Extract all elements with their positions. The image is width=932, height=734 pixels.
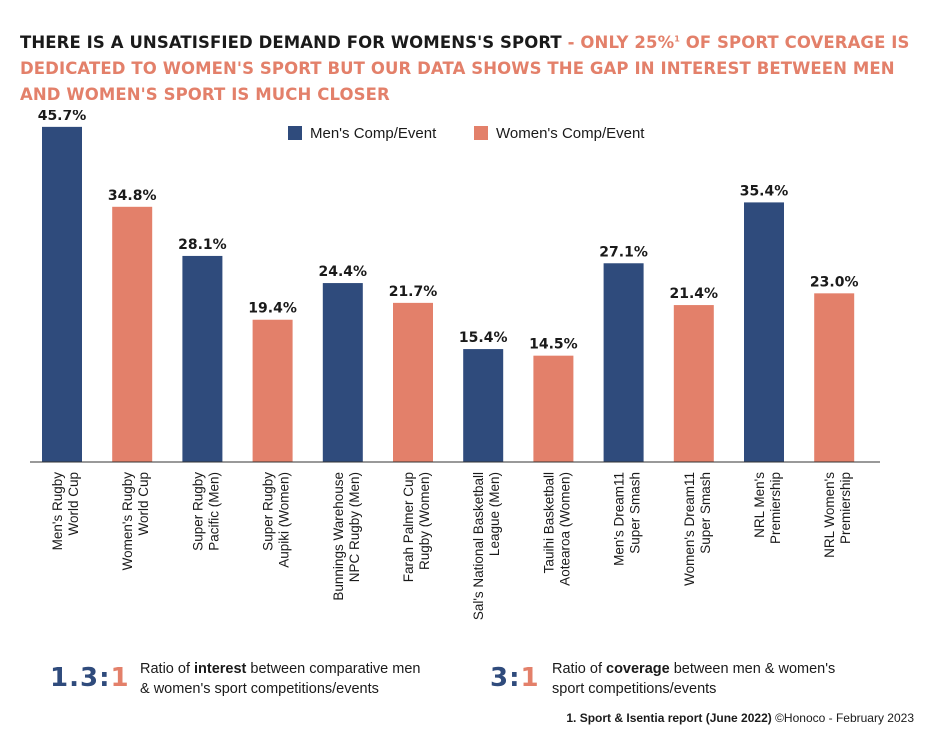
interest-text-line2: & women's sport competitions/events — [140, 681, 379, 697]
coverage-ratio-figure: 3:1 — [490, 663, 540, 693]
category-label: Farah Palmer CupRugby (Women) — [401, 472, 432, 582]
bar — [744, 202, 784, 462]
legend-swatch-men — [288, 126, 302, 140]
coverage-text-after: between men & women's — [669, 661, 836, 677]
bar-chart: Men's Comp/Event Women's Comp/Event 45.7%… — [30, 110, 880, 620]
title-highlight-rest: OF SPORT COVERAGE IS DEDICATED TO WOMEN'… — [20, 33, 910, 104]
category-label-line: World Cup — [136, 472, 151, 536]
category-label-line: Super Rugby — [261, 472, 276, 551]
bar — [182, 255, 223, 462]
category-label-line: Men's Rugby — [50, 472, 65, 551]
category-label-line: Pacific (Men) — [206, 472, 221, 551]
value-label: 21.4% — [670, 286, 719, 302]
bar — [393, 302, 433, 462]
category-label-line: Sal's National Basketball — [471, 472, 486, 620]
category-label-line: Women's Dream11 — [682, 472, 697, 586]
legend-label-women: Women's Comp/Event — [496, 125, 645, 142]
category-label-line: Women's Rugby — [120, 472, 135, 571]
value-label: 27.1% — [599, 244, 648, 260]
interest-text-before: Ratio of — [140, 661, 194, 677]
interest-text-after: between comparative men — [246, 661, 421, 677]
interest-ratio-separator: : — [99, 663, 111, 693]
category-label: NRL Women'sPremiership — [822, 472, 853, 558]
value-label: 19.4% — [248, 301, 297, 317]
category-label-line: Super Smash — [698, 472, 713, 554]
title-footnote-marker: 1 — [674, 34, 680, 44]
legend: Men's Comp/Event Women's Comp/Event — [288, 125, 645, 142]
bars — [42, 126, 855, 462]
title-highlight: - ONLY 25%1 OF SPORT COVERAGE IS DEDICAT… — [20, 33, 910, 104]
category-label: Sal's National BasketballLeague (Men) — [471, 472, 502, 620]
value-label: 23.0% — [810, 274, 859, 290]
category-label: Women's Dream11Super Smash — [682, 472, 713, 586]
category-label: Men's RugbyWorld Cup — [50, 472, 81, 551]
title-highlight-start: - ONLY 25% — [561, 33, 675, 52]
value-label: 45.7% — [38, 110, 87, 124]
category-label-line: NPC Rugby (Men) — [347, 472, 362, 582]
coverage-ratio-description: Ratio of coverage between men & women's s… — [552, 659, 835, 699]
bar — [252, 319, 293, 462]
category-label-line: League (Men) — [487, 472, 502, 556]
category-label: Women's RugbyWorld Cup — [120, 472, 151, 571]
category-label: Men's Dream11Super Smash — [612, 472, 643, 566]
category-label: Tauihi BasketballAotearoa (Women) — [541, 472, 572, 586]
value-label: 28.1% — [178, 237, 227, 253]
coverage-text-before: Ratio of — [552, 661, 606, 677]
category-label-line: Super Smash — [628, 472, 643, 554]
category-label-line: Aupiki (Women) — [277, 472, 292, 568]
coverage-ratio-separator: : — [509, 663, 521, 693]
category-label-line: World Cup — [66, 472, 81, 536]
value-label: 34.8% — [108, 188, 157, 204]
category-label-line: Men's Dream11 — [612, 472, 627, 566]
category-label-line: Rugby (Women) — [417, 472, 432, 570]
coverage-ratio-right: 1 — [520, 663, 540, 693]
legend-swatch-women — [474, 126, 488, 140]
value-label: 24.4% — [319, 264, 368, 280]
category-label-line: Bunnings Warehouse — [331, 472, 346, 601]
interest-ratio-right: 1 — [110, 663, 130, 693]
interest-ratio-figure: 1.3:1 — [50, 663, 130, 693]
category-label-line: Premiership — [838, 472, 853, 544]
category-label-line: Super Rugby — [190, 472, 205, 551]
coverage-ratio-left: 3 — [490, 663, 510, 693]
category-label: Super RugbyPacific (Men) — [190, 472, 221, 551]
footnote-source: 1. Sport & Isentia report (June 2022) — [566, 711, 772, 725]
category-label-line: NRL Men's — [752, 472, 767, 538]
category-labels: Men's RugbyWorld Cup Women's RugbyWorld C… — [50, 472, 853, 620]
bar — [42, 126, 82, 462]
interest-text-bold: interest — [194, 661, 247, 677]
category-label-line: Aotearoa (Women) — [557, 472, 572, 586]
bar — [603, 263, 644, 462]
category-label-line: Farah Palmer Cup — [401, 472, 416, 582]
value-label: 21.7% — [389, 284, 438, 300]
bar — [814, 293, 855, 462]
category-label-line: NRL Women's — [822, 472, 837, 558]
category-label: Super RugbyAupiki (Women) — [261, 472, 292, 568]
category-label: Bunnings WarehouseNPC Rugby (Men) — [331, 472, 362, 601]
category-label-line: Tauihi Basketball — [541, 472, 556, 573]
bar — [112, 206, 153, 462]
legend-label-men: Men's Comp/Event — [310, 125, 437, 142]
bar — [673, 305, 714, 462]
interest-ratio-left: 1.3 — [50, 663, 100, 693]
chart-title: THERE IS A UNSATISFIED DEMAND FOR WOMENS… — [20, 30, 920, 108]
value-label: 15.4% — [459, 330, 508, 346]
coverage-text-line2: sport competitions/events — [552, 681, 717, 697]
bar — [463, 349, 504, 462]
value-label: 14.5% — [529, 337, 578, 353]
footnote: 1. Sport & Isentia report (June 2022) ©H… — [566, 711, 914, 725]
category-label: NRL Men'sPremiership — [752, 472, 783, 544]
interest-ratio-description: Ratio of interest between comparative me… — [140, 659, 420, 699]
bar — [322, 283, 363, 462]
value-label: 35.4% — [740, 183, 789, 199]
coverage-text-bold: coverage — [606, 661, 670, 677]
category-label-line: Premiership — [768, 472, 783, 544]
footnote-credit: ©Honoco - February 2023 — [771, 711, 914, 725]
value-labels: 45.7% 34.8% 28.1% 19.4% 24.4% 21.7% 15.4% 14.5%… — [38, 110, 859, 353]
bar — [533, 355, 574, 462]
title-main: THERE IS A UNSATISFIED DEMAND FOR WOMENS… — [20, 33, 562, 52]
